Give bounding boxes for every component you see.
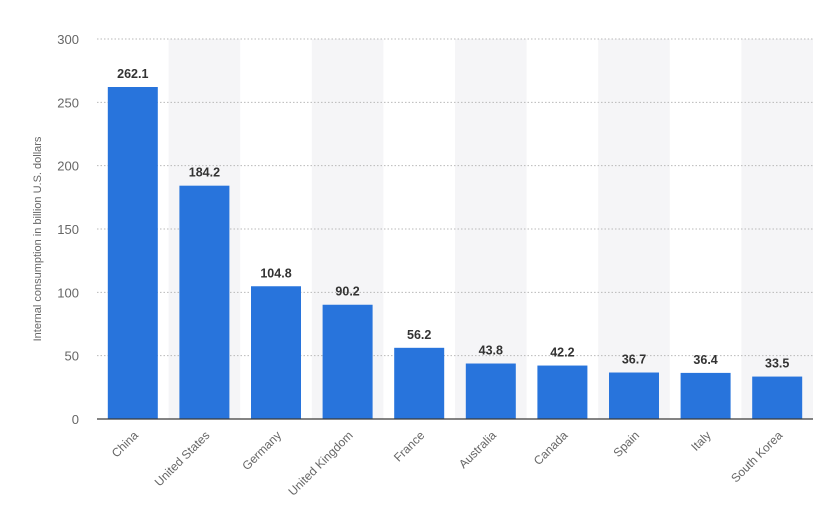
bar: [394, 347, 445, 419]
value-label: 104.8: [260, 266, 291, 280]
value-label: 36.7: [622, 353, 646, 367]
y-axis-ticks: 0 50 100 150 200 250 300: [57, 32, 79, 427]
y-tick-label: 300: [57, 32, 79, 47]
y-tick-label: 250: [57, 95, 79, 110]
value-label: 42.2: [550, 346, 574, 360]
x-axis-ticks: China United States Germany United Kingdom F…: [109, 428, 786, 499]
value-label: 43.8: [479, 344, 503, 358]
y-axis-label: Internal consumption in billion U.S. dol…: [32, 136, 44, 341]
value-labels: 262.1 184.2 104.8 90.2 56.2 43.8 42.2 36.7 36.4 3…: [117, 67, 789, 371]
value-label: 90.2: [335, 285, 359, 299]
bar: [107, 87, 158, 420]
bar: [680, 372, 731, 419]
value-label: 262.1: [117, 67, 148, 81]
bar: [537, 365, 588, 419]
bar: [322, 304, 373, 419]
x-tick-label: Australia: [456, 428, 499, 471]
value-label: 33.5: [765, 357, 789, 371]
x-tick-label: Germany: [239, 428, 284, 473]
bar: [465, 363, 516, 419]
y-tick-label: 0: [72, 412, 79, 427]
bar: [251, 286, 301, 419]
value-label: 36.4: [693, 353, 717, 367]
x-tick-label: United Kingdom: [285, 428, 355, 498]
x-tick-label: China: [109, 428, 141, 460]
x-tick-label: France: [391, 428, 428, 465]
bars: [107, 87, 803, 420]
y-tick-label: 200: [57, 159, 79, 174]
y-tick-label: 50: [65, 349, 79, 364]
bar: [609, 372, 659, 419]
bar: [752, 376, 803, 419]
x-tick-label: Spain: [611, 428, 643, 460]
y-tick-label: 100: [57, 285, 79, 300]
x-tick-label: South Korea: [728, 428, 785, 485]
y-tick-label: 150: [57, 222, 79, 237]
x-tick-label: Canada: [531, 428, 571, 468]
bar: [179, 185, 230, 419]
x-tick-label: United States: [152, 428, 213, 489]
value-label: 184.2: [189, 166, 220, 180]
x-tick-label: Italy: [688, 428, 713, 453]
value-label: 56.2: [407, 328, 431, 342]
